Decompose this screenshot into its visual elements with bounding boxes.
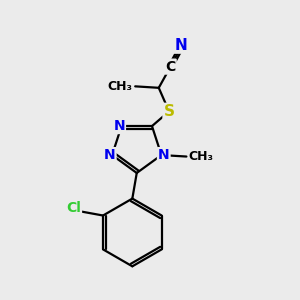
- Text: N: N: [158, 148, 170, 162]
- Text: N: N: [175, 38, 187, 52]
- Text: N: N: [113, 119, 125, 133]
- Text: S: S: [164, 104, 175, 119]
- Text: CH₃: CH₃: [189, 150, 214, 163]
- Text: Cl: Cl: [66, 201, 81, 215]
- Text: CH₃: CH₃: [108, 80, 133, 93]
- Text: N: N: [104, 148, 116, 162]
- Text: C: C: [165, 60, 176, 74]
